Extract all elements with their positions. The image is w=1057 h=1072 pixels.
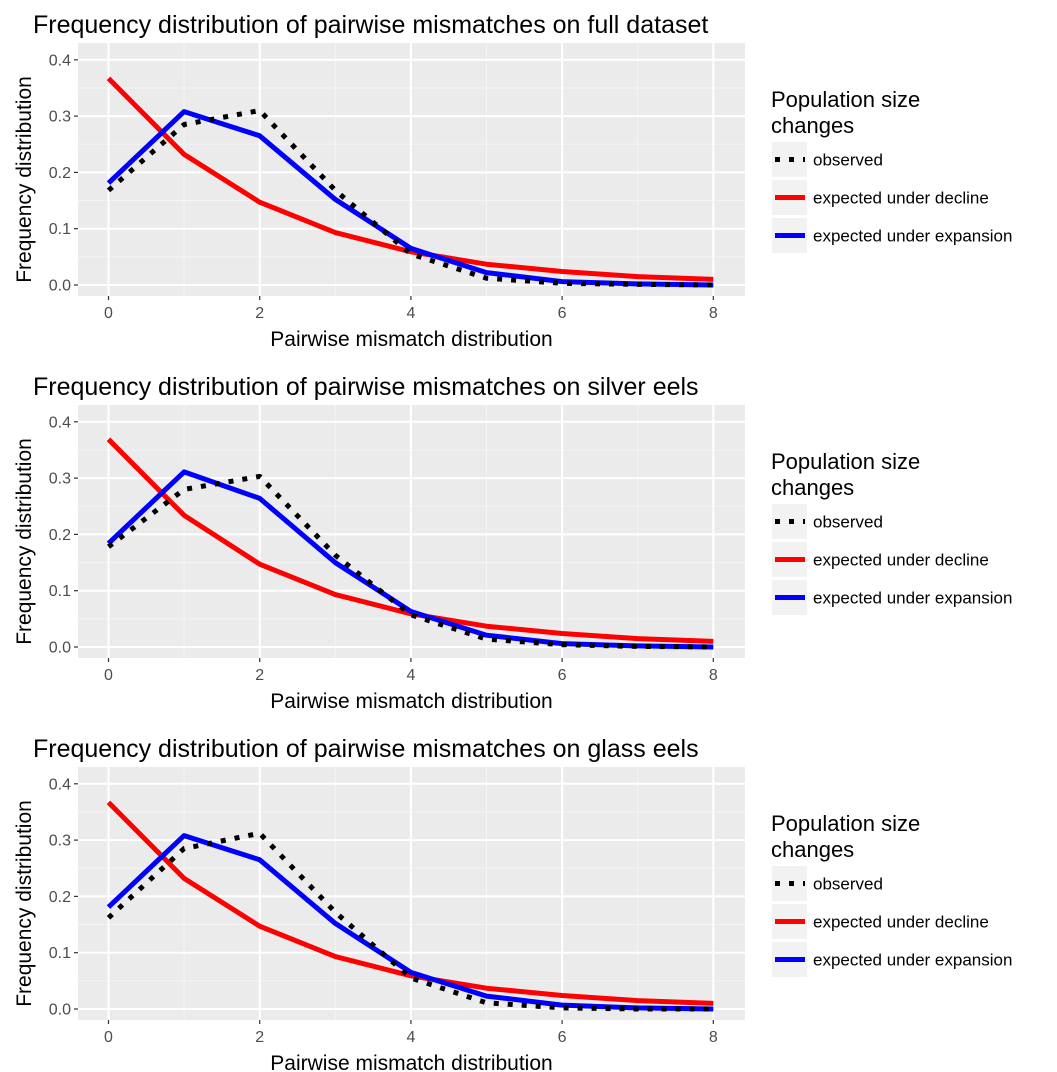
- series-line-observed: [106, 830, 714, 1012]
- y-tick-label: 0.2: [49, 165, 71, 182]
- x-tick-label: 8: [709, 305, 718, 322]
- chart-title: Frequency distribution of pairwise misma…: [33, 373, 699, 401]
- y-tick-label: 0.1: [49, 583, 71, 600]
- x-axis-title: Pairwise mismatch distribution: [270, 690, 552, 713]
- legend-title: Population size changes: [771, 87, 920, 138]
- series-line-expected-under-decline: [106, 800, 714, 1006]
- x-tick-label: 2: [255, 305, 264, 322]
- y-axis-title: Frequency distribution: [13, 438, 36, 645]
- x-tick-label: 8: [709, 667, 718, 684]
- legend-label: observed: [813, 513, 883, 532]
- y-tick-label: 0.0: [49, 640, 71, 657]
- legend-title-line: changes: [771, 475, 854, 500]
- x-tick-label: 2: [255, 1029, 264, 1046]
- x-tick-label: 0: [104, 305, 113, 322]
- y-axis-title: Frequency distribution: [13, 76, 36, 283]
- chart-title: Frequency distribution of pairwise misma…: [33, 11, 708, 39]
- legend-title: Population size changes: [771, 449, 920, 500]
- legend-title-line: changes: [771, 113, 854, 138]
- chart-panel-3: Frequency distribution of pairwise misma…: [13, 735, 1012, 1072]
- y-axis-title: Frequency distribution: [13, 800, 36, 1007]
- x-tick-label: 6: [558, 305, 567, 322]
- y-tick-label: 0.2: [49, 889, 71, 906]
- chart-panel-2: Frequency distribution of pairwise misma…: [13, 373, 1012, 713]
- y-tick-label: 0.2: [49, 527, 71, 544]
- legend-label: expected under decline: [813, 913, 989, 932]
- series-line-expected-under-decline: [106, 76, 714, 282]
- legend-label: expected under expansion: [813, 589, 1012, 608]
- y-tick-label: 0.1: [49, 221, 71, 238]
- y-tick-label: 0.3: [49, 471, 71, 488]
- legend-label: expected under decline: [813, 551, 989, 570]
- legend-title-line: changes: [771, 837, 854, 862]
- series-line-expected-under-expansion: [106, 469, 714, 650]
- x-tick-label: 8: [709, 1029, 718, 1046]
- x-tick-label: 0: [104, 667, 113, 684]
- legend-title: Population size changes: [771, 811, 920, 862]
- y-tick-label: 0.4: [49, 776, 71, 793]
- y-tick-label: 0.3: [49, 833, 71, 850]
- legend-title-line: Population size: [771, 811, 920, 836]
- y-tick-label: 0.4: [49, 52, 71, 69]
- x-tick-label: 6: [558, 667, 567, 684]
- y-tick-label: 0.0: [49, 278, 71, 295]
- x-tick-label: 4: [406, 305, 415, 322]
- legend-title-line: Population size: [771, 87, 920, 112]
- y-tick-label: 0.4: [49, 414, 71, 431]
- x-tick-label: 4: [406, 1029, 415, 1046]
- x-tick-label: 2: [255, 667, 264, 684]
- legend-label: expected under expansion: [813, 227, 1012, 246]
- legend-label: observed: [813, 151, 883, 170]
- chart-title: Frequency distribution of pairwise misma…: [33, 735, 699, 763]
- y-tick-label: 0.3: [49, 109, 71, 126]
- x-axis-title: Pairwise mismatch distribution: [270, 1052, 552, 1072]
- x-axis-title: Pairwise mismatch distribution: [270, 328, 552, 351]
- legend-label: expected under decline: [813, 189, 989, 208]
- y-tick-label: 0.1: [49, 945, 71, 962]
- legend-title-line: Population size: [771, 449, 920, 474]
- x-tick-label: 6: [558, 1029, 567, 1046]
- x-tick-label: 0: [104, 1029, 113, 1046]
- series-line-observed: [106, 108, 714, 288]
- legend-label: expected under expansion: [813, 951, 1012, 970]
- x-tick-label: 4: [406, 667, 415, 684]
- legend-label: observed: [813, 875, 883, 894]
- y-tick-label: 0.0: [49, 1002, 71, 1019]
- chart-panel-1: Frequency distribution of pairwise misma…: [13, 11, 1012, 351]
